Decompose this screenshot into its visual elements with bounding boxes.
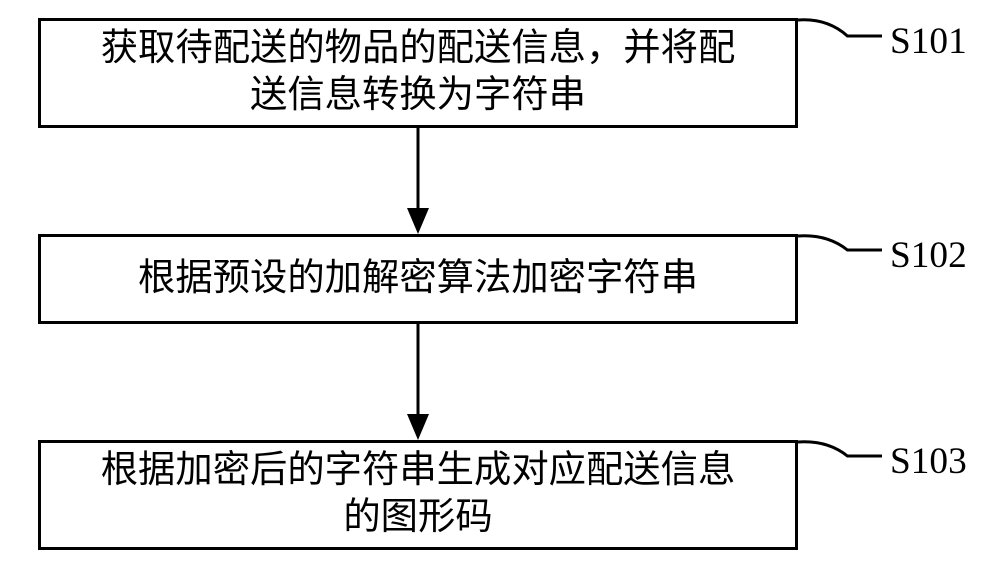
- flowchart-canvas: 获取待配送的物品的配送信息，并将配 送信息转换为字符串S101根据预设的加解密算…: [0, 0, 1000, 584]
- arrow-s102-s103: [0, 0, 1000, 584]
